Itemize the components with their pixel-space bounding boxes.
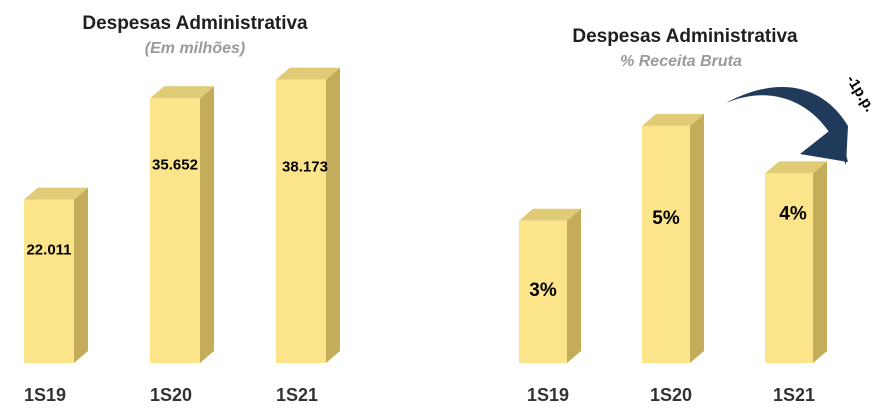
chart-left-category-labels: 1S19 1S20 1S21 [24, 385, 318, 405]
category-label: 1S19 [527, 385, 569, 405]
chart-left-title: Despesas Administrativa [82, 13, 308, 34]
bar-front [642, 125, 690, 364]
category-label: 1S21 [276, 385, 318, 405]
bar-side [200, 86, 214, 363]
category-label: 1S21 [773, 385, 815, 405]
bar-value-label: 22.011 [26, 242, 71, 259]
bar-1s19 [24, 187, 88, 363]
bar-front [150, 98, 200, 363]
bar-value-label: 3% [529, 280, 557, 301]
bar-top [519, 208, 581, 221]
bar-side [74, 187, 88, 363]
chart-right-title: Despesas Administrativa [572, 26, 798, 47]
bar-side [690, 113, 704, 364]
bar-top [24, 187, 88, 200]
chart-left-subtitle: (Em milhões) [145, 40, 245, 57]
chart-right: Despesas Administrativa % Receita Bruta … [519, 26, 878, 405]
annotation-label: -1p.p. [843, 72, 879, 115]
bar-top [276, 67, 340, 80]
category-label: 1S20 [150, 385, 192, 405]
bar-value-label: 35.652 [152, 156, 198, 173]
bar-front [765, 173, 813, 363]
bar-top [642, 113, 704, 126]
bar-front [24, 199, 74, 363]
category-label: 1S19 [24, 385, 66, 405]
bar-value-label: 5% [652, 208, 680, 229]
chart-right-subtitle: % Receita Bruta [620, 53, 742, 70]
chart-right-bars: 3% 5% 4% [519, 113, 827, 364]
chart-left-bars: 22.011 35.652 38.173 [24, 67, 340, 363]
bar-1s20 [642, 113, 704, 364]
bar-1s20 [150, 86, 214, 363]
bar-front [519, 220, 567, 363]
bar-top [765, 161, 827, 174]
chart-right-category-labels: 1S19 1S20 1S21 [527, 385, 815, 405]
bar-side [326, 67, 340, 363]
bar-side [813, 161, 827, 363]
bar-1s21 [276, 67, 340, 363]
bar-front [276, 79, 326, 363]
bar-side [567, 208, 581, 363]
bar-1s19 [519, 208, 581, 363]
chart-left: Despesas Administrativa (Em milhões) 22.… [24, 13, 340, 405]
bar-1s21 [765, 161, 827, 363]
bar-top [150, 86, 214, 99]
category-label: 1S20 [650, 385, 692, 405]
decrease-arrow-icon [726, 87, 848, 165]
bar-value-label: 38.173 [282, 159, 328, 176]
bar-value-label: 4% [779, 203, 807, 224]
